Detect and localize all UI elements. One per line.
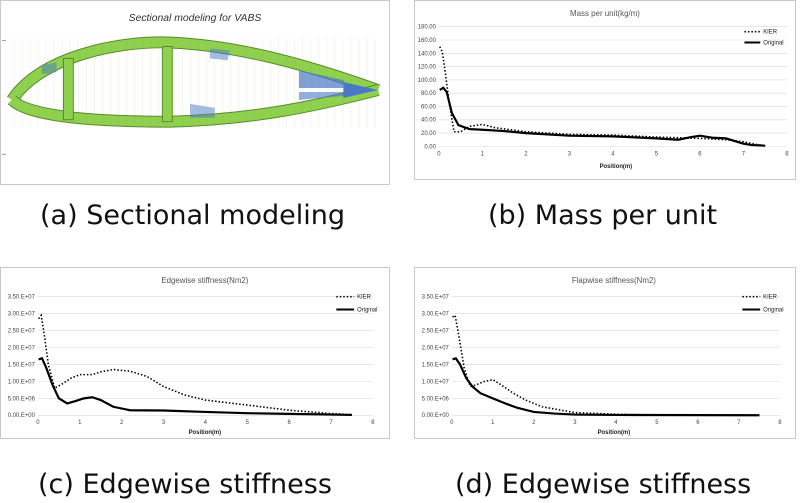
flapwise-original-series [452, 357, 760, 417]
y-tick-label: 1.00.E+07 [422, 379, 449, 385]
x-tick-label: 1 [78, 420, 81, 426]
y-tick-label: 0.00 [424, 144, 436, 150]
flapwise-chart-title: Flapwise stiffness(Nm2) [572, 276, 656, 285]
x-tick-label: 0 [450, 420, 454, 426]
y-tick-label: 1.00.E+07 [8, 379, 35, 385]
x-tick-label: 8 [371, 420, 375, 426]
x-tick-label: 6 [696, 420, 700, 426]
x-tick-label: 4 [611, 151, 615, 157]
y-tick-label: 140.00 [418, 51, 437, 57]
panel-edgewise-stiffness: Edgewise stiffness(Nm2) 0.00.E+00 5.00.E+… [0, 267, 390, 439]
mass-y-ticks: 0.00 20.00 40.00 60.00 80.00 100.00 120.00 140.… [418, 25, 437, 151]
y-tick-label: 3.00.E+07 [422, 312, 449, 318]
y-tick-label: 0.00.E+00 [422, 413, 450, 419]
y-tick-label: 2.00.E+07 [8, 345, 35, 351]
x-tick-label: 1 [491, 420, 494, 426]
y-tick-label: 80.00 [421, 91, 437, 97]
edgewise-legend-original: Original [357, 307, 377, 313]
y-tick-label: 120.00 [418, 65, 437, 71]
edgewise-original-series [38, 357, 352, 417]
x-tick-label: 3 [573, 420, 577, 426]
y-tick-label: 100.00 [418, 78, 437, 84]
y-tick-label: 3.50.E+07 [8, 295, 35, 301]
y-tick-label: 1.50.E+07 [422, 362, 449, 368]
y-tick-label: 2.50.E+07 [8, 329, 35, 335]
airfoil-mesh: Sectional modeling for VABS [2, 13, 380, 155]
y-tick-label: 1.50.E+07 [8, 362, 35, 368]
mass-x-ticks: 0 1 2 3 4 5 6 7 8 [437, 151, 789, 157]
y-tick-label: 0.00.E+00 [8, 413, 36, 419]
panel-a-title: Sectional modeling for VABS [129, 13, 262, 24]
flapwise-gridlines [451, 296, 780, 416]
x-tick-label: 7 [329, 420, 332, 426]
x-tick-label: 3 [568, 151, 572, 157]
edgewise-x-axis-label: Position(m) [189, 430, 222, 436]
y-tick-label: 3.50.E+07 [422, 295, 449, 301]
x-tick-label: 6 [287, 420, 291, 426]
caption-b: (b) Mass per unit [488, 200, 718, 231]
x-tick-label: 5 [655, 151, 659, 157]
front-spar-web [62, 57, 74, 121]
edgewise-kier-series [38, 313, 352, 416]
x-tick-label: 3 [162, 420, 166, 426]
caption-a: (a) Sectional modeling [40, 200, 345, 231]
flapwise-x-axis-label: Position(m) [598, 430, 631, 436]
edgewise-y-ticks: 0.00.E+00 5.00.E+06 1.00.E+07 1.50.E+07 2.00… [8, 295, 36, 420]
edgewise-x-ticks: 0 1 2 3 4 5 6 7 8 [36, 420, 375, 426]
y-tick-label: 2.00.E+07 [422, 345, 449, 351]
x-tick-label: 0 [36, 420, 40, 426]
x-tick-label: 1 [481, 151, 484, 157]
flapwise-legend: KIER Original [742, 295, 784, 313]
y-tick-label: 2.50.E+07 [422, 329, 449, 335]
panel-mass-per-unit: Mass per unit(kg/m) 0.00 20.00 40.00 60.00 8… [414, 0, 796, 180]
x-tick-label: 6 [698, 151, 702, 157]
flapwise-x-ticks: 0 1 2 3 4 5 6 7 8 [450, 420, 782, 426]
x-tick-label: 4 [614, 420, 618, 426]
x-tick-label: 7 [737, 420, 740, 426]
edgewise-gridlines [37, 296, 373, 416]
x-tick-label: 7 [742, 151, 745, 157]
x-tick-label: 2 [120, 420, 123, 426]
y-tick-label: 60.00 [421, 104, 437, 110]
y-tick-label: 180.00 [418, 25, 437, 31]
mass-legend-original: Original [763, 41, 783, 47]
x-tick-label: 5 [246, 420, 250, 426]
flapwise-y-ticks: 0.00.E+00 5.00.E+06 1.00.E+07 1.50.E+07 2.00… [422, 295, 450, 420]
flapwise-legend-original: Original [763, 307, 783, 313]
y-tick-label: 5.00.E+06 [422, 396, 450, 402]
panel-flapwise-stiffness: Flapwise stiffness(Nm2) 0.00.E+00 5.00.E+… [414, 267, 796, 439]
x-tick-label: 2 [532, 420, 535, 426]
edgewise-legend: KIER Original [336, 295, 377, 313]
y-tick-label: 40.00 [421, 118, 437, 124]
mass-legend: KIER Original [744, 30, 784, 47]
mass-chart-title: Mass per unit(kg/m) [570, 9, 640, 18]
rear-spar-web [161, 46, 173, 123]
chart-flapwise: Flapwise stiffness(Nm2) 0.00.E+00 5.00.E+… [422, 276, 784, 436]
mesh-grid [13, 38, 376, 128]
caption-d: (d) Edgewise stiffness [455, 469, 752, 500]
x-tick-label: 2 [524, 151, 527, 157]
panel-sectional-modeling: Sectional modeling for VABS [0, 0, 390, 185]
x-tick-label: 5 [655, 420, 659, 426]
flapwise-legend-kier: KIER [763, 295, 777, 301]
chart-mass: Mass per unit(kg/m) 0.00 20.00 40.00 60.00 8… [418, 9, 790, 170]
x-tick-label: 0 [437, 151, 441, 157]
y-tick-label: 20.00 [421, 131, 437, 137]
y-tick-label: 5.00.E+06 [8, 396, 36, 402]
x-tick-label: 4 [204, 420, 208, 426]
y-tick-label: 3.00.E+07 [8, 312, 35, 318]
x-tick-label: 8 [778, 420, 782, 426]
y-tick-label: 160.00 [418, 38, 437, 44]
edgewise-chart-title: Edgewise stiffness(Nm2) [161, 276, 248, 285]
chart-edgewise: Edgewise stiffness(Nm2) 0.00.E+00 5.00.E+… [8, 276, 378, 436]
caption-c: (c) Edgewise stiffness [38, 469, 332, 500]
x-tick-label: 8 [785, 151, 789, 157]
mass-x-axis-label: Position(m) [600, 164, 633, 170]
flapwise-kier-series [452, 314, 760, 417]
edgewise-legend-kier: KIER [357, 295, 371, 301]
mass-gridlines [438, 26, 787, 147]
mass-original-series [439, 86, 766, 147]
mass-legend-kier: KIER [763, 30, 777, 36]
